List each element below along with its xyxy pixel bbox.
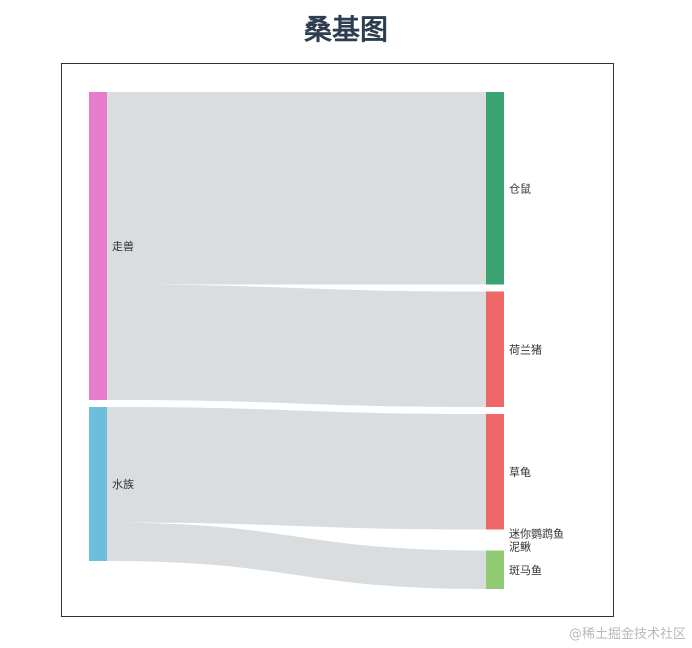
watermark: @稀土掘金技术社区 (568, 627, 686, 642)
node-label: 仓鼠 (509, 181, 531, 195)
links (107, 92, 486, 589)
node-label: 荷兰猪 (509, 343, 542, 356)
node-仓鼠[interactable] (486, 92, 504, 285)
node-label: 迷你鹦鹉鱼 (509, 527, 564, 541)
node-label: 草龟 (509, 466, 531, 479)
node-label: 走兽 (112, 239, 134, 253)
link-水族-斑马鱼[interactable] (107, 522, 486, 590)
node-label: 斑马鱼 (509, 563, 542, 577)
node-水族[interactable] (89, 407, 107, 561)
chart-frame (61, 63, 614, 617)
node-荷兰猪[interactable] (486, 291, 504, 408)
node-斑马鱼[interactable] (486, 550, 504, 590)
node-label: 水族 (112, 477, 134, 491)
chart-title: 桑基图 (303, 13, 388, 46)
node-草龟[interactable] (486, 414, 504, 530)
node-label: 泥鳅 (509, 540, 531, 554)
link-水族-草龟[interactable] (107, 407, 486, 530)
link-走兽-仓鼠[interactable] (107, 92, 486, 285)
node-走兽[interactable] (89, 92, 107, 400)
link-走兽-荷兰猪[interactable] (107, 284, 486, 408)
